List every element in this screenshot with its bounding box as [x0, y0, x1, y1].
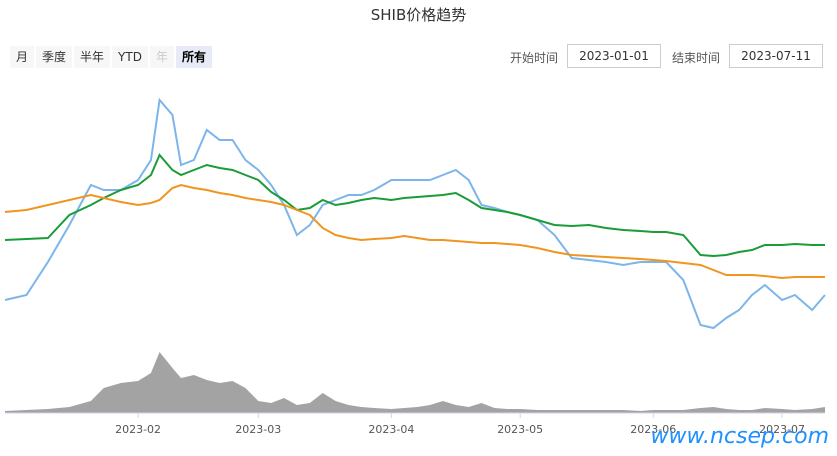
range-button[interactable]: 月 [10, 46, 35, 68]
range-button[interactable]: 半年 [74, 46, 111, 68]
start-date[interactable]: 2023-01-01 [567, 44, 661, 68]
x-tick-label: 2023-05 [497, 423, 543, 436]
price-line [4, 153, 825, 258]
start-label: 开始时间 [510, 51, 559, 65]
range-button[interactable]: 季度 [36, 46, 73, 68]
x-tick-label: 2023-02 [115, 423, 161, 436]
x-tick-label: 2023-04 [368, 423, 414, 436]
x-tick-label: 2023-03 [235, 423, 281, 436]
range-button[interactable]: YTD [112, 46, 148, 68]
end-label: 结束时间 [672, 51, 721, 65]
range-button[interactable]: 所有 [175, 46, 212, 68]
price-line [4, 97, 826, 330]
volume-area [5, 352, 825, 413]
chart-title: SHIB价格趋势 [370, 6, 467, 24]
end-date[interactable]: 2023-07-11 [729, 44, 823, 68]
price-line [4, 183, 825, 280]
range-buttons: 月季度 半年 YTD 年所有 [10, 46, 212, 68]
range-button[interactable]: 年 [149, 46, 174, 68]
watermark: www.ncsep.com [650, 424, 829, 449]
